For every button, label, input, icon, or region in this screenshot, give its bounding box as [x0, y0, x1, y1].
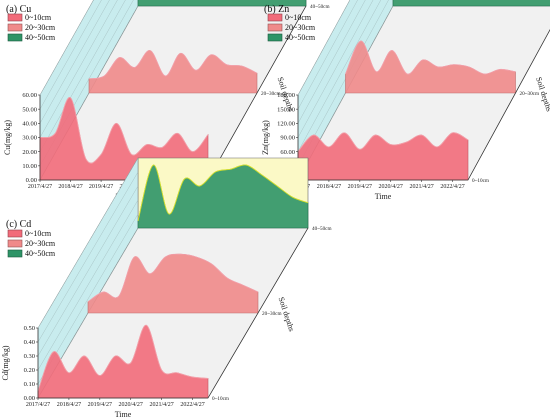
y-tick-label: 0.00: [26, 177, 37, 184]
series-line-20~30cm: [345, 40, 516, 75]
x-tick-label: 2017/4/27: [26, 402, 50, 408]
y-tick-label: 0.40: [24, 339, 35, 346]
series-line-20~30cm: [87, 253, 259, 303]
y-tick-label: 0.50: [24, 325, 35, 332]
x-tick-label: 2017/4/27: [28, 184, 52, 190]
gridline: [297, 0, 351, 96]
y-tick-label: 90.00: [280, 135, 295, 142]
legend-swatch: [7, 33, 23, 42]
x-tick-label: 2022/4/27: [440, 184, 464, 190]
depth-tick-label: 20~30cm: [520, 91, 540, 97]
depth-axis: [207, 227, 309, 399]
depth-tick-label: 0~10cm: [472, 178, 489, 184]
gridline: [39, 0, 110, 124]
depth-axis: [467, 29, 550, 181]
x-tick-label: 2020/4/27: [379, 184, 403, 190]
legend-label: 0~10cm: [285, 13, 312, 22]
y-tick-label: 10.00: [22, 163, 37, 170]
gridline: [297, 0, 382, 152]
legend-label: 40~50cm: [285, 33, 316, 42]
y-tick-label: 0.20: [24, 367, 35, 374]
legend-swatch: [267, 33, 283, 42]
series-line-0~10cm: [39, 97, 209, 164]
y-tick-label: 30.00: [22, 135, 37, 142]
series-line-0~10cm: [297, 132, 469, 153]
legend-label: 20~30cm: [25, 23, 56, 32]
gridline: [297, 0, 358, 110]
x-axis-label: Time: [375, 192, 392, 201]
legend-swatch: [7, 239, 23, 248]
gridline: [39, 0, 102, 110]
chart-title: (c) Cd: [6, 219, 31, 230]
y-tick-label: 50.00: [22, 106, 37, 113]
x-tick-label: 2018/4/27: [58, 184, 82, 190]
legend-swatch: [7, 229, 23, 238]
legend-swatch: [7, 249, 23, 258]
y-tick-label: 0.30: [24, 353, 35, 360]
x-tick-label: 2021/4/27: [149, 402, 173, 408]
chart-title: (b) Zn: [264, 4, 289, 15]
gridline: [297, 0, 366, 124]
y-axis-label: Zn(mg/kg): [261, 120, 270, 155]
y-axis-label: Cd(mg/kg): [1, 345, 10, 380]
y-tick-label: 20.00: [22, 149, 37, 156]
y-tick-label: 180.00: [277, 92, 295, 99]
depth-tick-label: 40~50cm: [312, 226, 332, 232]
y-tick-label: 60.00: [22, 92, 37, 99]
x-tick-label: 2019/4/27: [88, 402, 112, 408]
depth-axis: [207, 5, 307, 181]
depth-tick-label: 20~30cm: [261, 91, 281, 97]
legend-swatch: [7, 13, 23, 22]
gridline: [39, 0, 126, 152]
y-tick-label: 120.00: [277, 121, 295, 128]
x-tick-label: 2019/4/27: [348, 184, 372, 190]
series-area-40~50cm: [392, 0, 550, 7]
chart-panel-2: 0.00 0.10 0.20 0.30 0.40 0.50 Cd(mg/kg) 2017/4/…: [1, 157, 332, 418]
legend-label: 20~30cm: [25, 239, 56, 248]
legend-swatch: [7, 23, 23, 32]
legend-label: 0~10cm: [25, 229, 52, 238]
x-tick-label: 2020/4/27: [119, 402, 143, 408]
gridline: [297, 0, 374, 138]
chart-title: (a) Cu: [6, 4, 31, 15]
legend-label: 40~50cm: [25, 33, 56, 42]
legend-swatch: [267, 23, 283, 32]
x-axis-label: Time: [115, 410, 132, 418]
gridline: [37, 171, 139, 343]
y-axis-label: Cu(mg/kg): [3, 120, 12, 155]
gridline: [39, 0, 94, 96]
gridline: [39, 0, 118, 138]
x-tick-label: 2019/4/27: [89, 184, 113, 190]
y-tick-label: 150.00: [277, 106, 295, 113]
y-tick-label: 60.00: [280, 149, 295, 156]
y-tick-label: 40.00: [22, 121, 37, 128]
series-line-20~30cm: [88, 50, 258, 80]
legend-label: 0~10cm: [25, 13, 52, 22]
x-tick-label: 2018/4/27: [317, 184, 341, 190]
legend-label: 40~50cm: [25, 249, 56, 258]
x-tick-label: 2021/4/27: [409, 184, 433, 190]
y-tick-label: 0.10: [24, 381, 35, 388]
depth-tick-label: 20~30cm: [262, 311, 282, 317]
x-tick-label: 2018/4/27: [57, 402, 81, 408]
legend-swatch: [267, 13, 283, 22]
depth-tick-label: 40~50cm: [310, 4, 330, 10]
gridline: [37, 185, 139, 357]
y-tick-label: 0.00: [24, 395, 35, 402]
series-area-40~50cm: [137, 0, 307, 7]
depth-tick-label: 0~10cm: [212, 396, 229, 402]
gridline: [37, 199, 139, 371]
legend-label: 20~30cm: [285, 23, 316, 32]
gridline: [37, 157, 139, 329]
series-line-40~50cm: [137, 164, 309, 222]
series-line-0~10cm: [37, 324, 209, 392]
chart-panel-1: 0.0030.0060.0090.00120.00150.00180.00Zn(…: [261, 0, 550, 201]
x-tick-label: 2022/4/27: [180, 402, 204, 408]
